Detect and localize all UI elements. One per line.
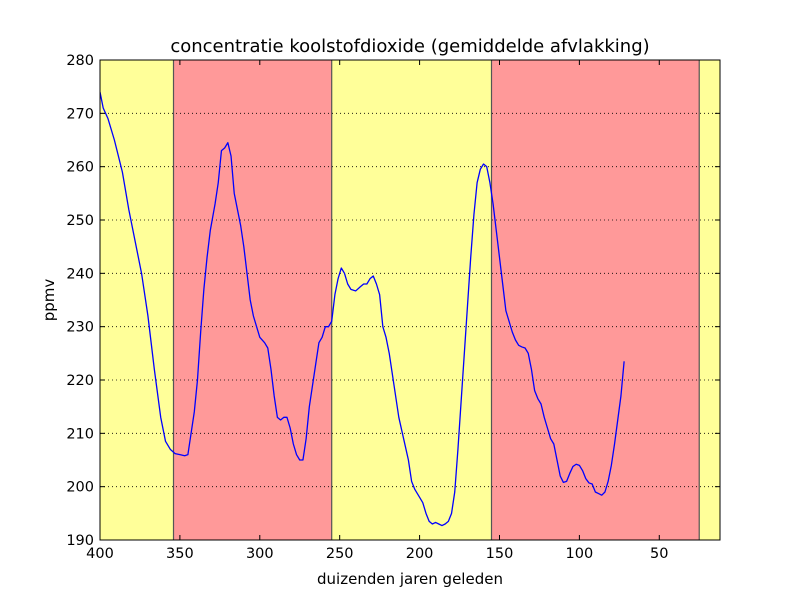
chart-title: concentratie koolstofdioxide (gemiddelde…: [170, 36, 649, 57]
y-tick-label-210: 210: [66, 426, 94, 442]
grid-lines: [100, 112, 720, 488]
y-axis-label: ppmv: [40, 279, 58, 322]
interglacial-band-1: [100, 60, 174, 540]
x-axis-label: duizenden jaren geleden: [317, 570, 503, 588]
co2-line-1: [100, 91, 625, 527]
axis-ticks: [99, 59, 720, 541]
x-tick-label-350: 350: [166, 546, 194, 562]
x-tick-label-400: 400: [86, 546, 114, 562]
y-tick-label-190: 190: [66, 533, 94, 549]
interglacial-band-3: [331, 60, 492, 540]
y-tick-label-240: 240: [66, 266, 94, 282]
glacial-band-2: [173, 60, 332, 540]
co2-series: [100, 91, 625, 527]
x-tick-label-250: 250: [326, 546, 354, 562]
y-tick-label-220: 220: [66, 373, 94, 389]
y-tick-label-200: 200: [66, 480, 94, 496]
glacial-band-4: [491, 60, 700, 540]
x-tick-label-50: 50: [650, 546, 668, 562]
period-bands: [100, 60, 720, 540]
y-tick-label-270: 270: [66, 106, 94, 122]
tick-labels: 400 350 300 250 200 150 100 50 190 200 210 220 230 24…: [66, 53, 668, 562]
y-tick-label-260: 260: [66, 160, 94, 176]
interglacial-band-5: [699, 60, 720, 540]
y-tick-label-250: 250: [66, 213, 94, 229]
period-boundaries: [172, 60, 700, 540]
x-tick-label-200: 200: [406, 546, 434, 562]
x-tick-label-150: 150: [486, 546, 514, 562]
y-tick-label-230: 230: [66, 320, 94, 336]
x-tick-label-300: 300: [246, 546, 274, 562]
plot-frame: [99, 59, 721, 541]
x-tick-label-100: 100: [566, 546, 594, 562]
y-tick-label-280: 280: [66, 53, 94, 69]
